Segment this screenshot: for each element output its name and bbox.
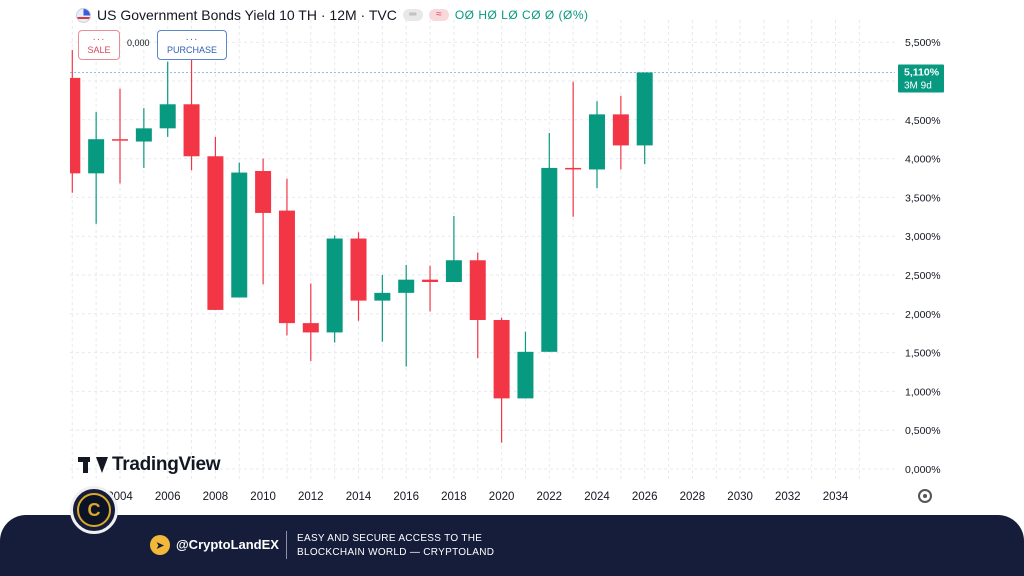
candle-body [636,72,653,146]
symbol-title[interactable]: US Government Bonds Yield 10 TH · 12M · … [97,7,397,23]
x-tick-label: 2014 [346,491,372,503]
candle-body [207,156,224,310]
chart-area[interactable]: 0,000% 0,500% 1,000% 1,500% 2,000% 2,500% 3,00… [0,0,1024,515]
footer-slogan: EASY AND SECURE ACCESS TO THE BLOCKCHAIN… [297,532,494,560]
y-tick-label: 1,000% [905,386,941,398]
candle-body [469,260,486,321]
slogan-line-2: BLOCKCHAIN WORLD — CRYPTOLAND [297,547,495,558]
price-tag [898,64,944,93]
ohlc-readout: OØ HØ LØ CØ Ø (Ø%) [454,8,589,22]
y-tick-label: 0,500% [905,425,941,437]
candle-body [541,167,558,352]
telegram-handle[interactable]: @CryptoLandEX [176,537,279,552]
x-tick-label: 2020 [489,491,515,503]
x-tick-label: 2024 [584,491,610,503]
x-tick-label: 2028 [680,491,706,503]
candle-body [302,323,319,333]
x-tick-label: 2008 [203,491,229,503]
y-tick-label: 2,500% [905,270,941,282]
x-tick-label: 2026 [632,491,658,503]
y-tick-label: 2,000% [905,309,941,321]
y-tick-label: 3,500% [905,192,941,204]
candle-body [422,279,439,282]
footer-divider [286,531,287,559]
cryptoland-logo-letter: C [77,493,111,527]
price-tag-countdown: 3M 9d [904,80,932,91]
candle-body [565,167,582,170]
telegram-icon[interactable]: ➤ [150,535,170,555]
spread-value: 0,000 [127,38,150,48]
x-tick-label: 2010 [250,491,276,503]
x-tick-label: 2032 [775,491,801,503]
x-tick-label: 2034 [823,491,849,503]
candle-body [326,238,343,333]
candle-body [612,114,629,146]
candle-body [255,171,272,213]
candle-body [278,210,295,324]
x-tick-label: 2006 [155,491,181,503]
candle-body [398,279,415,293]
cryptoland-logo-icon: C [70,486,118,534]
legend-toggle-pill[interactable]: ═ [402,9,423,21]
y-tick-label: 4,000% [905,154,941,166]
tradingview-logo-icon [78,457,108,473]
footer-banner [0,515,1024,576]
purchase-label: PURCHASE [166,45,217,55]
candle-body [445,260,462,282]
candle-body [231,172,248,298]
slogan-line-1: EASY AND SECURE ACCESS TO THE [297,533,483,544]
sale-price-placeholder: ··· [92,34,106,45]
candlestick-chart[interactable]: 0,000% 0,500% 1,000% 1,500% 2,000% 2,500% 3,00… [0,0,1024,515]
tradingview-wordmark: TradingView [112,454,221,475]
y-tick-label: 5,500% [905,37,941,49]
candle-body [493,320,510,399]
compare-pill[interactable]: ≈ [428,9,449,21]
candle-body [70,77,81,174]
x-tick-label: 2018 [441,491,467,503]
us-flag-icon [76,7,91,23]
candle-body [350,238,367,301]
candle-body [135,128,152,142]
price-tag-value: 5,110% [904,66,940,78]
sale-button[interactable]: ··· SALE [78,30,120,60]
candle-body [374,292,391,301]
y-tick-label: 4,500% [905,115,941,127]
purchase-price-placeholder: ··· [185,34,199,45]
x-tick-label: 2012 [298,491,324,503]
candle-body [589,114,605,170]
settings-gear-icon[interactable] [918,489,932,503]
symbol-header: US Government Bonds Yield 10 TH · 12M · … [76,6,589,24]
y-tick-label: 0,000% [905,464,941,476]
x-tick-label: 2030 [727,491,753,503]
sale-label: SALE [87,45,111,55]
candle-body [112,139,128,141]
y-tick-label: 3,000% [905,231,941,243]
x-tick-label: 2022 [537,491,563,503]
candle-body [517,351,534,399]
y-tick-label: 1,500% [905,348,941,360]
candle-body [159,104,176,129]
purchase-button[interactable]: ··· PURCHASE [157,30,227,60]
candle-body [88,139,105,174]
x-tick-label: 2016 [393,491,419,503]
candle-body [183,104,200,157]
tradingview-logo[interactable]: TradingView [78,454,221,476]
